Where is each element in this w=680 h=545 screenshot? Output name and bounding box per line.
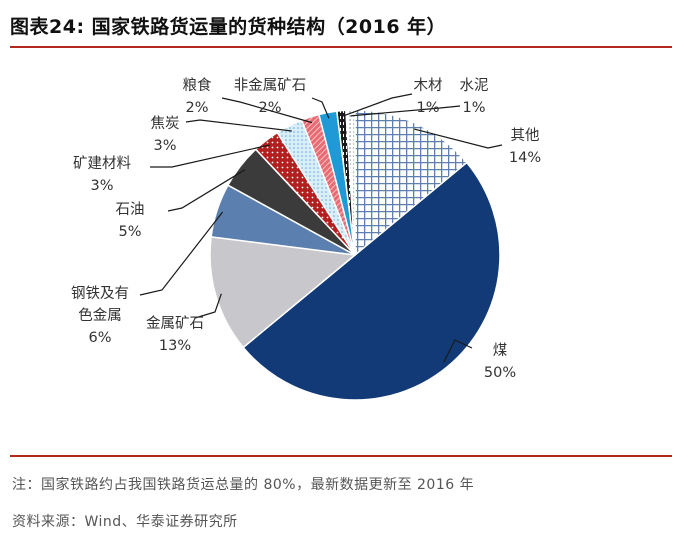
slice-name-label: 水泥: [460, 77, 489, 94]
pie-slice-11: [354, 109, 468, 257]
slice-name-label: 矿建材料: [73, 155, 131, 172]
slice-name-label: 石油: [116, 201, 145, 218]
slice-name-label: 色金属: [78, 307, 122, 324]
slice-name-label: 焦炭: [151, 115, 180, 132]
figure-header: 图表24: 国家铁路货运量的货种结构（2016 年）: [10, 12, 672, 48]
leader-line-4: [167, 169, 246, 212]
leader-line-11: [414, 128, 503, 149]
slice-name-label: 其他: [511, 127, 540, 144]
figure-note: 注：国家铁路约占我国铁路货运总量的 80%，最新数据更新至 2016 年: [12, 477, 475, 493]
leader-line-2: [194, 293, 222, 319]
slice-name-label: 煤: [493, 342, 508, 359]
slice-value-label: 1%: [416, 100, 439, 116]
slice-name-label: 非金属矿石: [234, 77, 307, 94]
leader-line-5: [150, 144, 270, 168]
pie-slice-2: [209, 235, 357, 349]
slice-name-label: 木材: [414, 77, 443, 94]
slice-value-label: 6%: [88, 330, 111, 346]
leader-line-1: [443, 339, 473, 363]
title-divider: [10, 46, 672, 48]
slice-value-label: 50%: [484, 365, 516, 381]
pie-slice-1: [242, 161, 501, 401]
footer-divider: [10, 455, 672, 457]
leader-line-8: [311, 97, 330, 119]
leader-line-7: [221, 97, 313, 124]
leader-line-3: [139, 211, 224, 296]
leader-line-10: [350, 105, 461, 117]
slice-value-label: 13%: [159, 338, 191, 354]
slice-value-label: 3%: [90, 178, 113, 194]
slice-value-label: 3%: [153, 138, 176, 154]
leader-line-6: [185, 119, 292, 132]
slice-value-label: 2%: [258, 100, 281, 116]
figure-source: 资料来源：Wind、华泰证券研究所: [12, 514, 238, 530]
slice-value-label: 14%: [509, 150, 541, 166]
slice-name-label: 粮食: [183, 77, 212, 94]
slice-name-label: 金属矿石: [146, 315, 204, 332]
figure-title: 图表24: 国家铁路货运量的货种结构（2016 年）: [10, 16, 447, 38]
slice-name-label: 钢铁及有: [71, 285, 129, 302]
leader-line-9: [341, 93, 413, 117]
slice-value-label: 5%: [118, 224, 141, 240]
slice-value-label: 1%: [462, 100, 485, 116]
slice-value-label: 2%: [185, 100, 208, 116]
